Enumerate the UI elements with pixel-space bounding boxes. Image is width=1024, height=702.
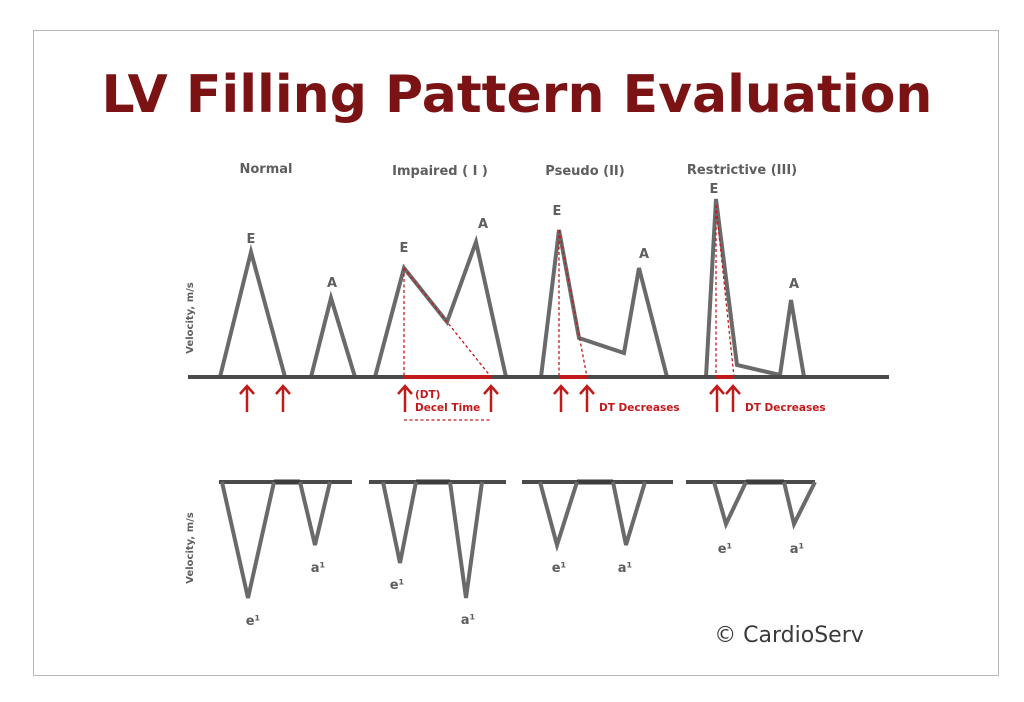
pseudo-peak-e: E (553, 204, 562, 219)
arrow-up-icon (275, 384, 291, 412)
impaired-tissue-wave (381, 481, 418, 564)
impaired-peak-e: E (400, 241, 409, 256)
impaired-tissue-a: a¹ (461, 613, 475, 628)
restrictive-tissue-e: e¹ (718, 542, 733, 557)
restrictive-peak-a: A (789, 277, 799, 292)
normal-a-wave (309, 290, 357, 378)
pseudo-tissue-a: a¹ (618, 561, 632, 576)
pseudo-tissue-e: e¹ (552, 561, 567, 576)
mitral-inflow-waves (218, 198, 806, 378)
normal-e-wave (218, 244, 287, 378)
restrictive-tissue-a: a¹ (790, 542, 804, 557)
arrow-up-icon (725, 384, 741, 412)
panel-label-restrictive: Restrictive (III) (687, 163, 797, 178)
decel-time-guides (403, 204, 735, 421)
restrictive-peak-e: E (710, 182, 719, 197)
impaired-ea-wave (373, 234, 508, 378)
arrow-up-icon (483, 384, 499, 412)
arrow-up-icon (553, 384, 569, 412)
panel-label-normal: Normal (240, 162, 293, 177)
normal-tissue-e: e¹ (246, 614, 261, 629)
panel-label-pseudo: Pseudo (II) (545, 164, 624, 179)
restrictive-tissue-wave (712, 481, 748, 530)
axis-label-tissue: Velocity, m/s (185, 512, 196, 584)
pseudo-dt-text: DT Decreases (599, 402, 680, 414)
impaired-dt-label: (DT) (415, 389, 440, 401)
normal-peak-e: E (247, 232, 256, 247)
impaired-peak-a: A (478, 217, 488, 232)
timing-arrows (239, 384, 741, 412)
normal-tissue-wave (220, 481, 276, 599)
normal-peak-a: A (327, 276, 337, 291)
tissue-doppler-waves (219, 479, 817, 599)
panel-label-impaired: Impaired ( I ) (392, 164, 488, 179)
pseudo-ea-wave (539, 229, 669, 378)
arrow-up-icon (239, 384, 255, 412)
pseudo-tissue-wave (538, 481, 579, 553)
normal-tissue-a: a¹ (311, 561, 325, 576)
arrow-up-icon (709, 384, 725, 412)
restrictive-dt-text: DT Decreases (745, 402, 826, 414)
diagram-frame (33, 30, 999, 676)
impaired-dt-text: Decel Time (415, 402, 480, 414)
axis-label-mitral: Velocity, m/s (185, 282, 196, 354)
page-title: LV Filling Pattern Evaluation (102, 65, 933, 125)
arrow-up-icon (397, 384, 413, 412)
impaired-tissue-e: e¹ (390, 578, 405, 593)
copyright-notice: © CardioServ (714, 623, 864, 648)
restrictive-ea-wave (704, 198, 806, 378)
pseudo-peak-a: A (639, 247, 649, 262)
arrow-up-icon (579, 384, 595, 412)
